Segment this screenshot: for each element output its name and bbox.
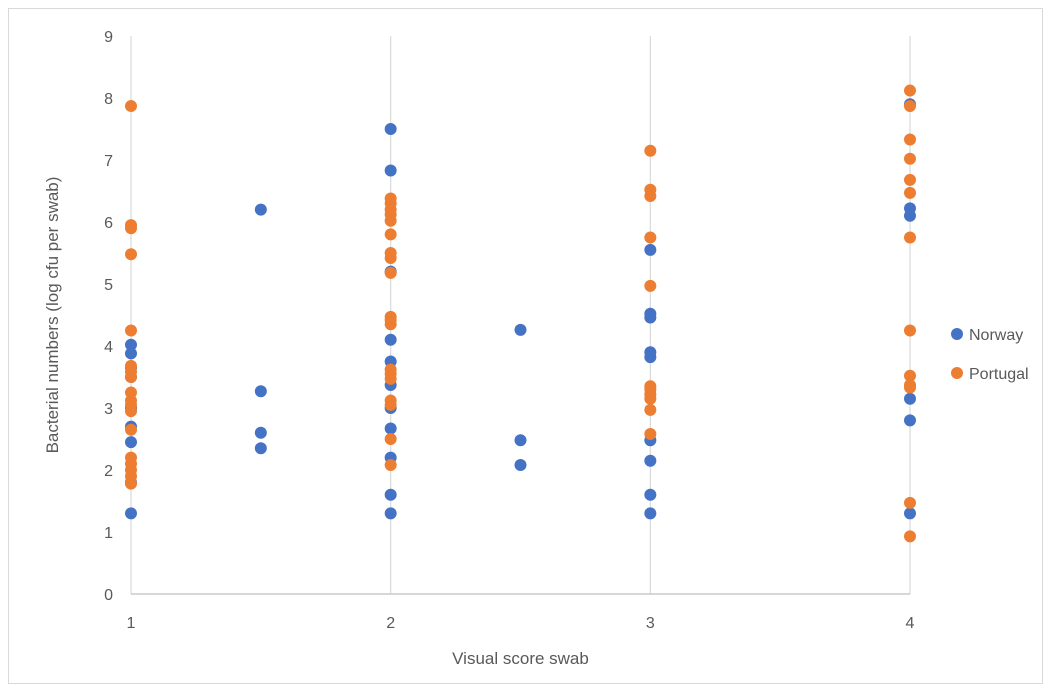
point-portugal (904, 231, 916, 244)
point-portugal (904, 152, 916, 165)
point-portugal (384, 459, 397, 472)
x-tick-label: 2 (386, 615, 395, 632)
data-points (125, 84, 916, 543)
y-tick-label: 8 (104, 91, 113, 108)
y-tick-label: 6 (104, 215, 113, 232)
point-portugal (644, 144, 657, 157)
point-norway (514, 459, 527, 472)
point-portugal (384, 363, 397, 376)
point-norway (644, 346, 657, 359)
point-norway (125, 347, 137, 360)
point-norway (254, 426, 267, 439)
point-norway (384, 123, 397, 135)
point-portugal (384, 228, 397, 241)
point-norway (384, 422, 397, 435)
point-norway (384, 488, 397, 501)
point-norway (904, 414, 916, 427)
point-portugal (125, 100, 137, 113)
point-portugal (125, 324, 137, 337)
gridlines (130, 36, 911, 594)
point-norway (384, 164, 397, 177)
point-norway (904, 392, 916, 405)
point-norway (514, 323, 527, 336)
point-portugal (125, 386, 137, 399)
point-portugal (904, 186, 916, 199)
x-axis-title: Visual score swab (452, 649, 589, 668)
legend-label-portugal: Portugal (969, 366, 1029, 383)
point-portugal (644, 428, 657, 441)
y-tick-label: 0 (104, 587, 113, 604)
point-norway (125, 436, 137, 449)
point-norway (644, 454, 657, 467)
y-tick-label: 4 (104, 339, 113, 356)
point-portugal (904, 133, 916, 146)
point-portugal (904, 369, 916, 382)
point-norway (644, 243, 657, 256)
point-portugal (384, 266, 397, 279)
chart-frame (8, 8, 1043, 684)
point-portugal (644, 403, 657, 416)
point-portugal (644, 279, 657, 292)
legend-label-norway: Norway (969, 327, 1023, 344)
point-portugal (125, 359, 137, 372)
point-norway (904, 507, 916, 520)
legend: Norway Portugal (951, 327, 1029, 383)
point-norway (384, 333, 397, 346)
y-tick-label: 3 (104, 401, 113, 418)
y-tick-label: 2 (104, 463, 113, 480)
point-portugal (904, 379, 916, 392)
point-portugal (384, 192, 397, 205)
point-portugal (384, 247, 397, 259)
x-tick-label: 4 (906, 615, 915, 632)
point-norway (254, 442, 267, 455)
point-portugal (125, 423, 137, 436)
point-norway (384, 507, 397, 520)
y-tick-label: 9 (104, 29, 113, 46)
point-portugal (125, 219, 137, 232)
point-norway (514, 434, 527, 447)
point-portugal (644, 231, 657, 244)
point-norway (254, 203, 267, 216)
legend-marker-norway (951, 328, 963, 340)
point-portugal (904, 496, 916, 509)
point-portugal (904, 100, 916, 113)
point-portugal (904, 173, 916, 186)
point-norway (644, 507, 657, 520)
y-tick-label: 1 (104, 525, 113, 542)
x-tick-label: 1 (127, 615, 136, 632)
y-axis-title: Bacterial numbers (log cfu per swab) (43, 177, 62, 454)
point-norway (125, 338, 137, 351)
point-portugal (904, 84, 916, 97)
point-portugal (384, 394, 397, 407)
point-norway (254, 385, 267, 398)
point-portugal (904, 530, 916, 543)
point-norway (125, 507, 137, 520)
point-portugal (644, 183, 657, 196)
point-portugal (384, 433, 397, 445)
point-norway (644, 307, 657, 320)
x-tick-label: 3 (646, 615, 655, 632)
point-norway (644, 488, 657, 501)
point-portugal (644, 380, 657, 393)
y-tick-label: 5 (104, 277, 113, 294)
point-portugal (125, 451, 137, 464)
point-portugal (904, 324, 916, 337)
point-portugal (125, 248, 137, 261)
point-norway (904, 202, 916, 215)
legend-marker-portugal (951, 367, 963, 379)
point-portugal (384, 310, 397, 323)
y-tick-label: 7 (104, 153, 113, 170)
